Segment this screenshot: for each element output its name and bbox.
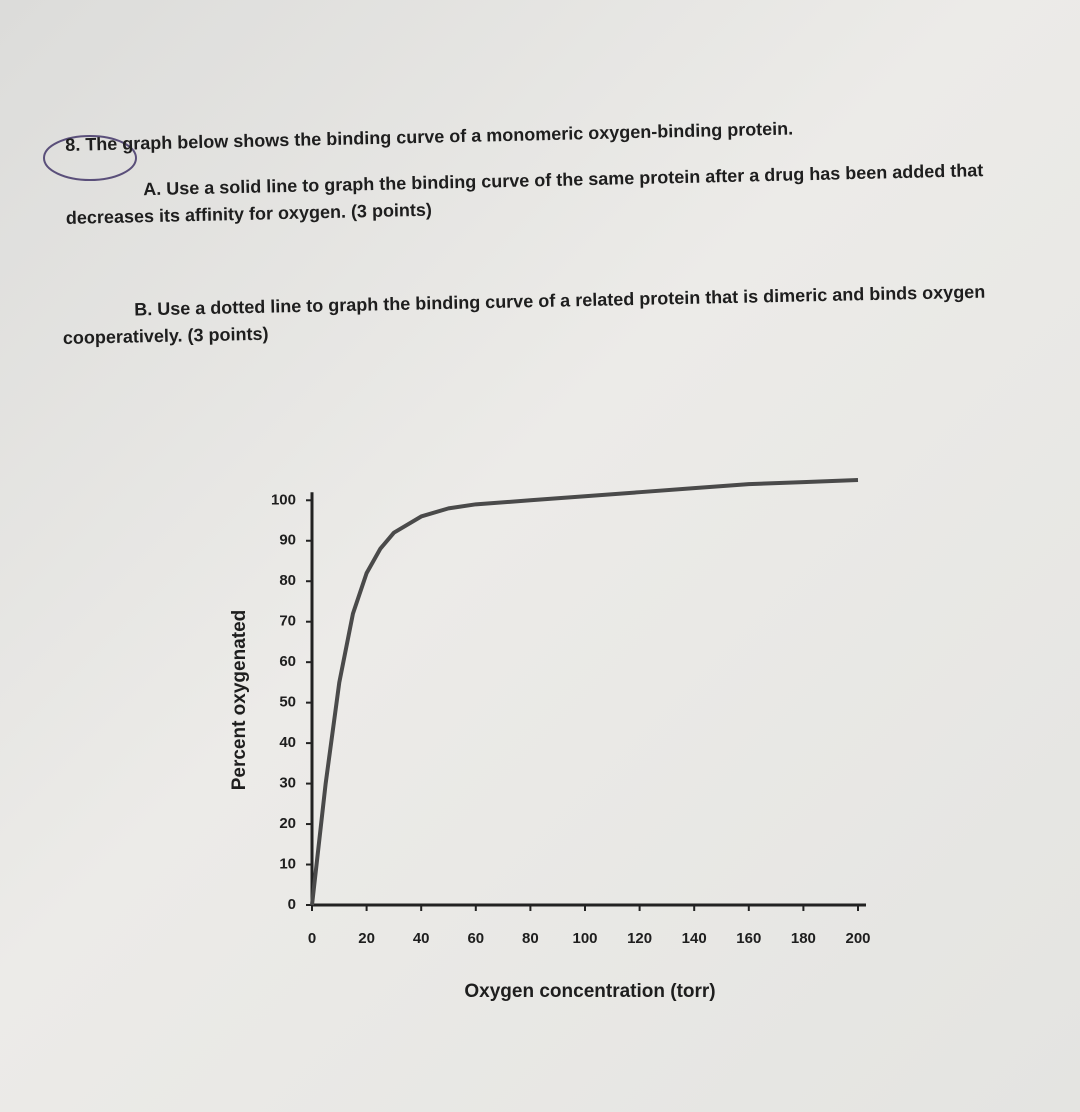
x-tick-label: 40 [413,930,430,947]
x-tick-label: 20 [358,930,375,947]
x-tick-label: 140 [682,930,707,947]
y-tick-label: 60 [279,653,296,670]
y-tick-label: 40 [279,734,296,751]
x-tick-label: 120 [627,930,652,947]
y-tick-label: 10 [279,855,296,872]
x-tick-label: 100 [572,930,597,947]
x-tick-label: 80 [522,930,539,947]
y-tick-label: 30 [279,775,296,792]
y-tick-label: 50 [279,694,296,711]
y-tick-label: 20 [279,815,296,832]
x-axis-label: Oxygen concentration (torr) [464,981,715,1002]
x-tick-label: 200 [845,930,870,947]
y-tick-label: 70 [279,613,296,630]
y-tick-label: 100 [271,491,296,508]
x-tick-label: 160 [736,930,761,947]
y-tick-label: 80 [279,572,296,589]
x-tick-label: 180 [791,930,816,947]
y-tick-label: 0 [288,896,296,913]
hand-circle [43,135,137,181]
binding-curve [310,478,859,906]
y-axis-label: Percent oxygenated [229,610,250,791]
x-tick-label: 0 [308,930,316,947]
x-tick-label: 60 [467,930,484,947]
y-tick-label: 90 [279,532,296,549]
